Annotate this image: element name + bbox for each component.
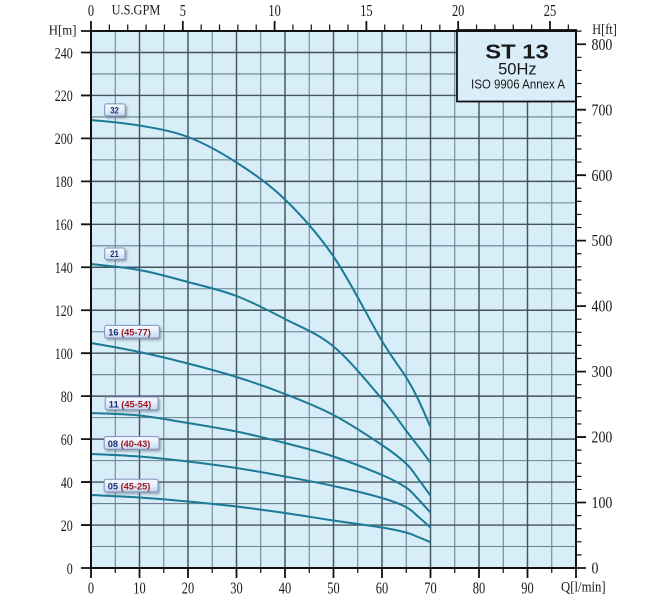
svg-text:240: 240 bbox=[55, 45, 73, 62]
svg-text:20: 20 bbox=[182, 579, 194, 598]
svg-text:90: 90 bbox=[521, 579, 533, 598]
svg-text:20: 20 bbox=[452, 1, 464, 20]
svg-text:40: 40 bbox=[61, 475, 73, 492]
svg-text:60: 60 bbox=[376, 579, 388, 598]
svg-text:16 (45-77): 16 (45-77) bbox=[108, 328, 151, 339]
svg-text:32: 32 bbox=[110, 106, 119, 117]
svg-text:180: 180 bbox=[55, 174, 73, 191]
svg-text:700: 700 bbox=[592, 100, 613, 119]
svg-text:600: 600 bbox=[592, 166, 613, 185]
svg-text:140: 140 bbox=[55, 260, 73, 277]
svg-text:50: 50 bbox=[327, 579, 339, 598]
svg-text:500: 500 bbox=[592, 231, 613, 250]
svg-text:0: 0 bbox=[592, 559, 599, 578]
svg-text:H[m]: H[m] bbox=[49, 24, 77, 39]
svg-text:ST 13: ST 13 bbox=[485, 41, 549, 64]
svg-text:0: 0 bbox=[88, 1, 94, 20]
svg-text:80: 80 bbox=[473, 579, 485, 598]
svg-text:50Hz: 50Hz bbox=[498, 61, 537, 79]
svg-text:0: 0 bbox=[67, 561, 73, 578]
svg-text:120: 120 bbox=[55, 303, 73, 320]
svg-text:40: 40 bbox=[279, 579, 291, 598]
svg-text:Q[l/min]: Q[l/min] bbox=[561, 579, 606, 595]
svg-text:30: 30 bbox=[230, 579, 242, 598]
svg-text:21: 21 bbox=[110, 249, 119, 260]
svg-text:0: 0 bbox=[88, 579, 94, 598]
svg-text:U.S.GPM: U.S.GPM bbox=[112, 3, 161, 19]
svg-text:10: 10 bbox=[133, 579, 145, 598]
svg-text:160: 160 bbox=[55, 217, 73, 234]
svg-text:10: 10 bbox=[268, 1, 280, 20]
svg-text:08 (40-43): 08 (40-43) bbox=[108, 439, 151, 450]
svg-text:200: 200 bbox=[55, 131, 73, 148]
svg-text:05 (45-25): 05 (45-25) bbox=[108, 482, 151, 493]
svg-text:H[ft]: H[ft] bbox=[592, 22, 617, 38]
svg-text:25: 25 bbox=[544, 1, 556, 20]
svg-text:800: 800 bbox=[592, 35, 613, 54]
svg-text:15: 15 bbox=[360, 1, 372, 20]
svg-text:200: 200 bbox=[592, 428, 613, 447]
svg-text:100: 100 bbox=[592, 493, 613, 512]
svg-text:5: 5 bbox=[180, 1, 186, 20]
svg-text:20: 20 bbox=[61, 518, 73, 535]
svg-text:70: 70 bbox=[424, 579, 436, 598]
svg-text:80: 80 bbox=[61, 389, 73, 406]
svg-text:ISO 9906 Annex A: ISO 9906 Annex A bbox=[471, 77, 565, 92]
svg-text:400: 400 bbox=[592, 297, 613, 316]
svg-text:11 (45-54): 11 (45-54) bbox=[109, 399, 152, 410]
svg-text:300: 300 bbox=[592, 362, 613, 381]
svg-text:220: 220 bbox=[55, 88, 73, 105]
svg-text:100: 100 bbox=[55, 346, 73, 363]
svg-text:60: 60 bbox=[61, 432, 73, 449]
